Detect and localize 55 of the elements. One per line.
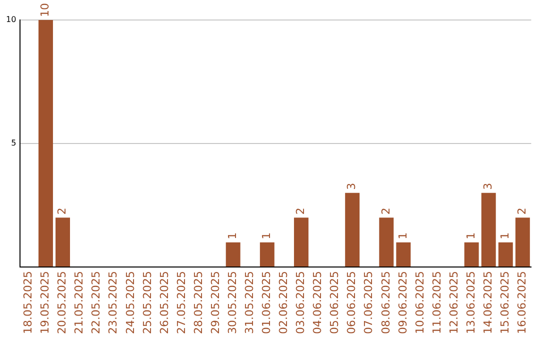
x-tick-label: 10.06.2025: [413, 271, 426, 334]
x-tick-label: 14.06.2025: [481, 271, 494, 334]
x-tick-label: 22.05.2025: [90, 271, 103, 334]
bar: [56, 218, 70, 267]
data-label: 1: [464, 232, 478, 240]
bar: [379, 218, 394, 267]
data-label: 2: [516, 208, 529, 215]
x-tick-label: 13.06.2025: [464, 271, 478, 334]
x-tick-label: 31.05.2025: [242, 271, 256, 334]
x-tick-label: 03.06.2025: [294, 271, 308, 334]
data-label: 2: [56, 208, 69, 215]
data-label: 1: [226, 232, 239, 240]
x-tick-label: 12.06.2025: [447, 271, 460, 334]
x-tick-label: 30.05.2025: [226, 271, 239, 334]
bar: [38, 20, 53, 267]
data-label: 1: [260, 232, 274, 240]
x-tick-label: 16.06.2025: [516, 271, 529, 334]
x-tick-label: 01.06.2025: [260, 271, 274, 334]
bar: [294, 218, 308, 267]
x-tick-label: 27.05.2025: [174, 271, 188, 334]
data-label: 10: [38, 3, 52, 17]
x-tick-label: 29.05.2025: [208, 271, 222, 334]
x-tick-label: 23.05.2025: [106, 271, 120, 334]
x-tick-label: 05.06.2025: [328, 271, 342, 334]
data-label: 3: [481, 182, 494, 190]
x-tick-label: 19.05.2025: [38, 271, 52, 334]
bar: [464, 242, 479, 267]
x-tick-label: 07.06.2025: [362, 271, 376, 334]
data-label: 2: [379, 208, 392, 215]
bar: [498, 242, 513, 267]
x-tick-label: 15.06.2025: [498, 271, 512, 334]
x-tick-label: 11.06.2025: [430, 271, 444, 334]
x-tick-label: 06.06.2025: [345, 271, 358, 334]
data-label: 1: [498, 232, 512, 240]
x-tick-label: 02.06.2025: [277, 271, 290, 334]
bar: [515, 218, 530, 267]
bar: [396, 242, 411, 267]
data-label: 2: [294, 208, 308, 215]
bar: [345, 192, 360, 267]
bar: [260, 242, 274, 267]
x-tick-label: 09.06.2025: [396, 271, 410, 334]
x-tick-label: 26.05.2025: [158, 271, 171, 334]
data-label: 1: [396, 232, 410, 240]
y-tick-label: 5: [11, 138, 16, 148]
x-tick-label: 28.05.2025: [192, 271, 205, 334]
x-tick-label: 04.06.2025: [311, 271, 324, 334]
bar: [481, 192, 496, 267]
x-tick-label: 18.05.2025: [22, 271, 35, 334]
x-tick-label: 20.05.2025: [56, 271, 69, 334]
data-label: 3: [345, 182, 358, 190]
bar: [226, 242, 240, 267]
x-tick-label: 21.05.2025: [72, 271, 86, 334]
x-tick-label: 25.05.2025: [140, 271, 154, 334]
x-tick-label: 08.06.2025: [379, 271, 392, 334]
x-tick-label: 24.05.2025: [124, 271, 137, 334]
